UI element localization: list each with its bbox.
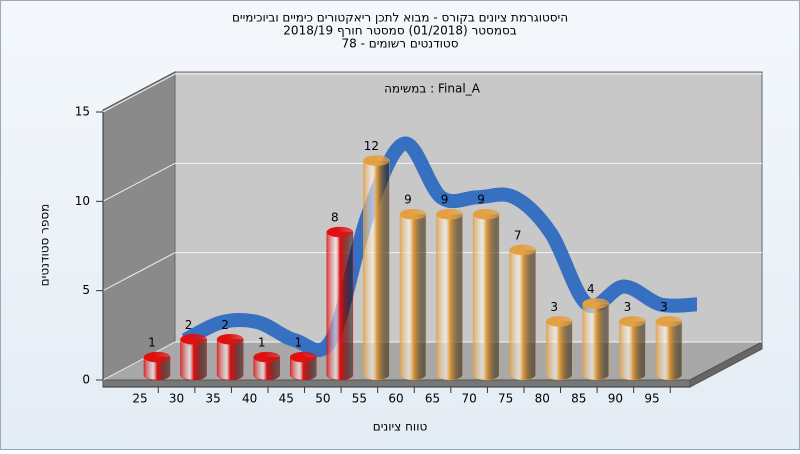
- annotation: Final_A : במשימה: [384, 82, 481, 96]
- y-tick-label: 0: [82, 373, 90, 387]
- bar-top: [180, 334, 207, 345]
- x-tick-label: 80: [535, 392, 550, 406]
- bar-top: [326, 226, 354, 238]
- bar: [436, 208, 463, 381]
- bar-top: [546, 316, 573, 327]
- bar: [546, 316, 573, 381]
- data-label: 1: [294, 336, 302, 350]
- bar-body: [180, 339, 207, 381]
- bar-top: [399, 208, 427, 220]
- chart-title: היסטוגרמת ציונים בקורס - מבוא לתכן ריאקט…: [232, 11, 568, 25]
- left-wall: [102, 71, 176, 381]
- bar-body: [436, 213, 463, 381]
- bar-body: [326, 231, 354, 381]
- data-label: 3: [624, 300, 632, 314]
- data-label: 1: [258, 336, 266, 350]
- bar-body: [509, 249, 536, 381]
- trend-ribbon: [181, 136, 698, 357]
- data-label: 3: [660, 300, 668, 314]
- x-tick-label: 75: [498, 392, 513, 406]
- data-label: 4: [587, 282, 595, 296]
- bar-top: [143, 351, 171, 363]
- grid-line: [102, 162, 176, 202]
- y-axis-label: מספר סטודנטים: [38, 204, 52, 287]
- bar-top: [436, 208, 463, 220]
- bar-top: [655, 316, 683, 327]
- x-tick-label: 25: [132, 392, 147, 406]
- bar: [399, 208, 427, 381]
- bar-body: [399, 213, 427, 381]
- bar: [216, 334, 244, 381]
- bar-body: [143, 356, 171, 381]
- bar: [582, 298, 610, 381]
- bar-body: [655, 321, 683, 381]
- bar: [180, 334, 207, 381]
- grid-line: [102, 252, 176, 292]
- floor-edge: [102, 379, 691, 388]
- bar-top: [363, 155, 390, 166]
- bar-top: [216, 334, 244, 345]
- floor-side: [689, 341, 763, 388]
- bar: [619, 316, 646, 381]
- bar: [253, 351, 280, 381]
- data-label: 8: [331, 211, 339, 225]
- grid-line: [102, 73, 176, 113]
- x-tick-label: 50: [315, 392, 330, 406]
- bar-body: [290, 356, 317, 381]
- data-label: 9: [441, 193, 449, 207]
- data-label: 2: [221, 318, 229, 332]
- y-tick-label: 15: [75, 105, 90, 119]
- x-tick-label: 40: [242, 392, 257, 406]
- x-tick-label: 55: [352, 392, 367, 406]
- bar-body: [216, 339, 244, 381]
- data-label: 12: [364, 139, 379, 153]
- data-label: 1: [148, 336, 156, 350]
- bar: [290, 351, 317, 381]
- bar: [363, 155, 390, 381]
- bar: [472, 208, 500, 381]
- bar-top: [290, 351, 317, 363]
- bar-top: [253, 351, 280, 363]
- bar: [143, 351, 171, 381]
- x-tick-label: 70: [461, 392, 476, 406]
- bar-body: [546, 321, 573, 381]
- bar-body: [472, 213, 500, 381]
- data-label: 3: [550, 300, 558, 314]
- data-label: 7: [514, 228, 522, 242]
- data-label: 9: [477, 193, 485, 207]
- x-tick-label: 95: [644, 392, 659, 406]
- chart-subtitle: סטודנטים רשומים - 78: [341, 37, 458, 51]
- bar: [655, 316, 683, 381]
- x-tick-label: 30: [169, 392, 184, 406]
- grid-line: [102, 341, 176, 381]
- x-axis-label: טווח ציונים: [373, 420, 428, 434]
- bar-top: [619, 316, 646, 327]
- x-tick-label: 65: [425, 392, 440, 406]
- bar-body: [619, 321, 646, 381]
- bar-top: [509, 244, 536, 256]
- x-tick-label: 85: [571, 392, 586, 406]
- data-label: 9: [404, 193, 412, 207]
- bar-body: [363, 160, 390, 381]
- y-tick-label: 5: [82, 283, 90, 297]
- x-tick-label: 60: [388, 392, 403, 406]
- data-label: 2: [185, 318, 193, 332]
- bar-body: [253, 356, 280, 381]
- chart-subtitle: בסמסטר (01/2018) סמסטר חורף 2018/19: [283, 24, 516, 38]
- x-tick-label: 90: [608, 392, 623, 406]
- x-tick-label: 35: [205, 392, 220, 406]
- bar-top: [582, 298, 610, 309]
- bar: [326, 226, 354, 381]
- bar-top: [472, 208, 500, 220]
- y-tick-label: 10: [75, 194, 90, 208]
- bar-body: [582, 303, 610, 381]
- bar: [509, 244, 536, 381]
- x-tick-label: 45: [279, 392, 294, 406]
